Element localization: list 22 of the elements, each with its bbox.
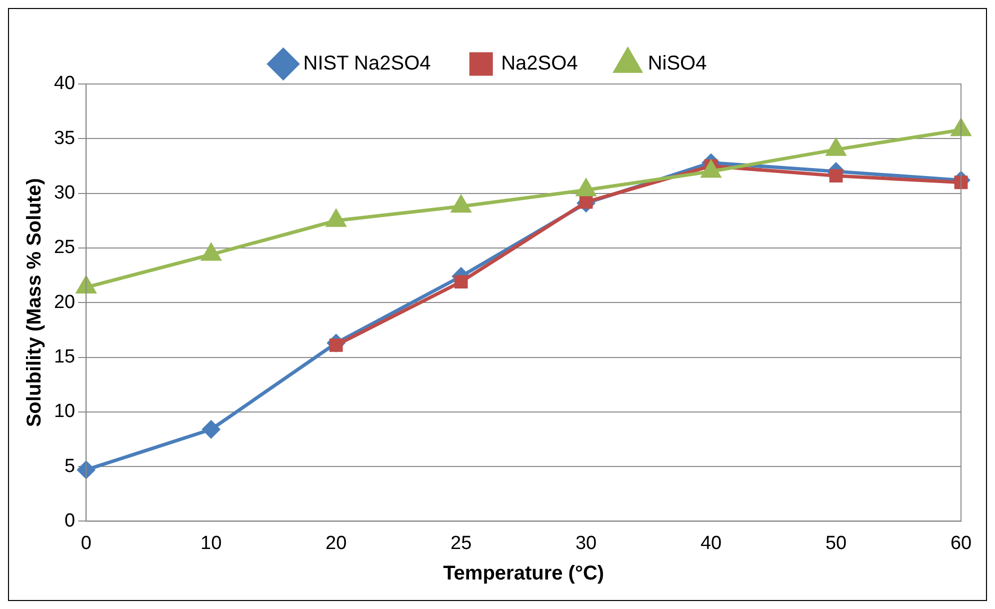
x-tick-label: 25 [450, 532, 472, 554]
legend-label: Na2SO4 [501, 52, 578, 75]
x-axis-title: Temperature (°C) [443, 562, 604, 585]
y-tick-label: 40 [54, 73, 76, 94]
legend-label: NIST Na2SO4 [303, 52, 431, 75]
y-tick-label: 35 [54, 128, 76, 149]
x-tick-label: 20 [326, 532, 347, 554]
x-tick-label: 30 [575, 532, 597, 554]
y-tick-label: 10 [54, 401, 76, 422]
legend-label: NiSO4 [648, 52, 707, 75]
x-tick-label: 50 [825, 532, 847, 554]
y-tick-label: 15 [54, 346, 76, 368]
y-axis-title: Solubility (Mass % Solute) [24, 178, 46, 428]
y-tick-label: 25 [54, 237, 76, 258]
x-tick-label: 60 [950, 532, 972, 554]
y-tick-label: 5 [64, 456, 76, 477]
x-tick-label: 40 [700, 532, 722, 554]
y-tick-label: 20 [54, 292, 76, 313]
y-tick-label: 0 [64, 510, 76, 532]
x-tick-label: 0 [80, 532, 92, 554]
y-tick-label: 30 [54, 182, 76, 204]
x-tick-label: 10 [200, 532, 222, 554]
